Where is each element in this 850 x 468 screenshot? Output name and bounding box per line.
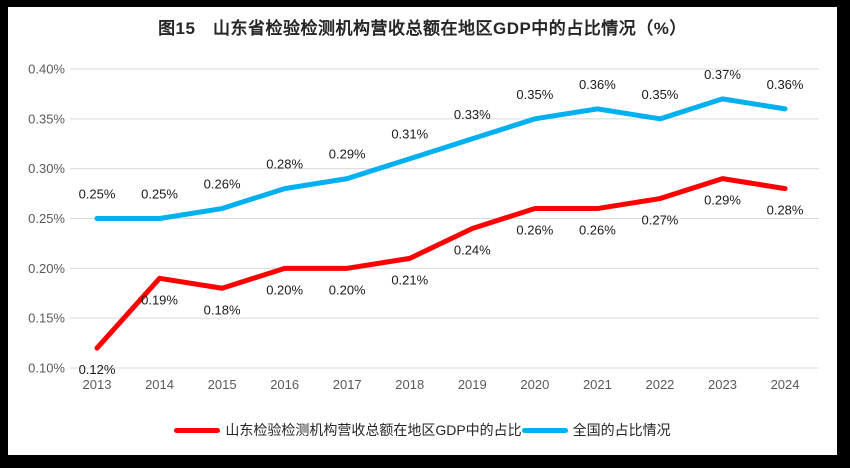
y-axis-tick-label: 0.15%: [28, 311, 65, 326]
x-axis-tick-label: 2024: [771, 377, 800, 392]
data-label-shandong: 0.21%: [391, 272, 428, 287]
x-axis-tick-label: 2013: [83, 377, 112, 392]
y-axis-tick-label: 0.35%: [28, 111, 65, 126]
data-label-national: 0.35%: [642, 87, 679, 102]
data-label-national: 0.26%: [204, 177, 241, 192]
series-line-shandong: [94, 176, 788, 351]
y-axis-tick-label: 0.20%: [28, 261, 65, 276]
data-label-national: 0.33%: [454, 107, 491, 122]
x-axis-tick-label: 2021: [583, 377, 612, 392]
x-axis-tick-label: 2014: [145, 377, 174, 392]
legend-item-national: 全国的占比情况: [521, 420, 671, 440]
x-axis-tick-label: 2019: [458, 377, 487, 392]
data-label-national: 0.25%: [79, 187, 116, 202]
data-label-national: 0.25%: [141, 187, 178, 202]
data-label-shandong: 0.24%: [454, 242, 491, 257]
x-axis-tick-label: 2016: [270, 377, 299, 392]
y-axis-tick-label: 0.40%: [28, 62, 65, 77]
data-label-shandong: 0.19%: [141, 292, 178, 307]
y-axis-tick-label: 0.25%: [28, 211, 65, 226]
x-axis-tick-label: 2015: [208, 377, 237, 392]
data-label-shandong: 0.28%: [767, 203, 804, 218]
y-axis-tick-label: 0.30%: [28, 161, 65, 176]
data-label-shandong: 0.27%: [642, 213, 679, 228]
chart-canvas: 图15 山东省检验检测机构营收总额在地区GDP中的占比情况（%） 0.10% 0.…: [8, 7, 837, 455]
data-label-shandong: 0.26%: [579, 223, 616, 238]
x-axis-tick-label: 2018: [395, 377, 424, 392]
chart-legend: 山东检验检测机构营收总额在地区GDP中的占比 全国的占比情况: [8, 420, 837, 440]
x-axis-tick-label: 2017: [333, 377, 362, 392]
chart-title: 图15 山东省检验检测机构营收总额在地区GDP中的占比情况（%）: [158, 19, 687, 38]
x-axis-tick-label: 2020: [520, 377, 549, 392]
data-label-national: 0.36%: [767, 77, 804, 92]
red-line-swatch: [174, 427, 221, 433]
legend-label-shandong: 山东检验检测机构营收总额在地区GDP中的占比: [225, 422, 522, 438]
y-axis-tick-label: 0.10%: [28, 361, 65, 376]
data-label-shandong: 0.20%: [329, 282, 366, 297]
line-chart: 0.10% 0.15% 0.20% 0.25% 0.30% 0.35% 0.40% 2013 2…: [28, 62, 819, 392]
data-label-national: 0.29%: [329, 147, 366, 162]
data-label-shandong: 0.18%: [204, 302, 241, 317]
legend-item-shandong: 山东检验检测机构营收总额在地区GDP中的占比: [174, 420, 522, 440]
data-label-national: 0.35%: [516, 87, 553, 102]
x-axis-tick-label: 2022: [645, 377, 674, 392]
data-label-shandong: 0.26%: [516, 223, 553, 238]
data-label-shandong: 0.20%: [266, 282, 303, 297]
data-label-national: 0.28%: [266, 157, 303, 172]
legend-label-national: 全国的占比情况: [572, 422, 671, 438]
data-label-national: 0.36%: [579, 77, 616, 92]
data-label-national: 0.37%: [704, 67, 741, 82]
x-axis-tick-label: 2023: [708, 377, 737, 392]
data-label-shandong: 0.29%: [704, 193, 741, 208]
data-label-shandong: 0.12%: [79, 362, 116, 377]
blue-line-swatch: [521, 427, 568, 433]
data-label-national: 0.31%: [391, 127, 428, 142]
series-line-national: [94, 96, 788, 221]
